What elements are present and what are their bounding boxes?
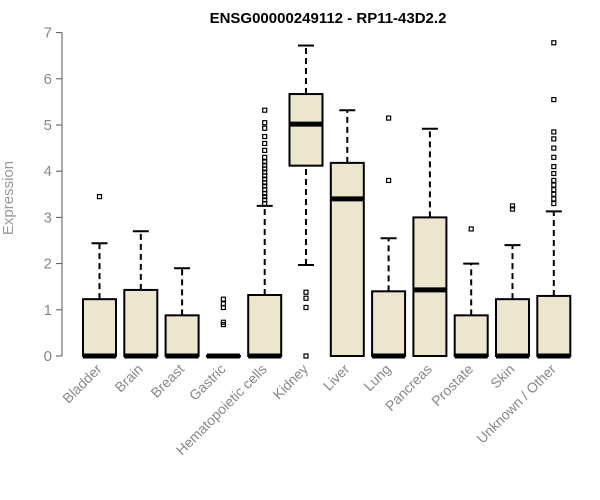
outlier-point [96, 194, 103, 200]
outlier-point [303, 304, 309, 311]
outlier-point [551, 163, 557, 170]
category-label: Lung [360, 361, 393, 394]
outlier-point [551, 154, 557, 160]
outlier-point [262, 147, 268, 154]
boxes [82, 40, 572, 359]
outlier-point [262, 107, 268, 113]
y-tick-label: 7 [44, 25, 52, 42]
y-tick-label: 2 [44, 256, 52, 273]
outlier-point [509, 206, 516, 212]
outlier-point [220, 319, 226, 325]
outlier-point [509, 203, 516, 209]
box-body [495, 298, 530, 358]
box-3 [164, 267, 200, 359]
outlier-point [262, 162, 268, 168]
outlier-point [262, 176, 268, 182]
box-8 [371, 115, 407, 359]
box-body [123, 288, 159, 357]
category-label: Prostate [428, 361, 476, 409]
outlier-point [262, 140, 268, 147]
category-label: Skin [487, 361, 518, 392]
box-body [164, 314, 200, 357]
y-tick-label: 5 [44, 117, 52, 134]
outlier-point [262, 183, 268, 189]
box-9 [412, 127, 448, 357]
box-6 [288, 44, 324, 359]
outlier-point [303, 289, 309, 295]
outlier-point [551, 182, 557, 188]
outlier-point [220, 301, 226, 307]
box-body [453, 314, 489, 357]
outlier-point [262, 169, 268, 175]
outlier-point [468, 226, 474, 232]
box-body [247, 294, 283, 357]
box-7 [329, 109, 365, 357]
outlier-point [303, 295, 309, 301]
box-body [412, 216, 448, 357]
y-tick-label: 1 [44, 302, 52, 319]
outlier-point [551, 191, 557, 197]
outlier-point [386, 177, 392, 184]
y-axis-label: Expression [0, 161, 17, 235]
outlier-point [262, 159, 268, 165]
outlier-point [262, 133, 268, 140]
outlier-point [262, 125, 268, 131]
outlier-point [262, 120, 268, 126]
outlier-point [262, 154, 268, 160]
y-tick-label: 4 [44, 163, 52, 180]
y-tick-label: 0 [44, 348, 52, 365]
box-body [329, 161, 365, 357]
chart-title: ENSG00000249112 - RP11-43D2.2 [210, 10, 447, 27]
outlier-point [551, 129, 557, 135]
outlier-point [262, 197, 268, 203]
outlier-point [551, 196, 557, 202]
y-axis: 0 1 2 3 4 5 6 7 [44, 25, 63, 365]
category-label: Kidney [270, 361, 312, 403]
outlier-point [551, 136, 557, 142]
outlier-point [551, 40, 557, 46]
category-label: Liver [320, 361, 353, 394]
outlier-point [551, 177, 557, 184]
category-label: Brain [111, 361, 145, 395]
outlier-point [551, 200, 557, 207]
outlier-point [386, 115, 392, 121]
outlier-point [551, 170, 557, 177]
outlier-point [551, 145, 557, 151]
box-body [536, 294, 572, 358]
box-5 [247, 107, 283, 359]
box-2 [123, 230, 159, 359]
outlier-point [551, 96, 557, 103]
box-11 [495, 203, 530, 359]
outlier-point [262, 194, 268, 200]
y-tick-label: 3 [44, 209, 52, 226]
box-1 [82, 194, 117, 359]
box-4 [205, 296, 241, 359]
box-12 [536, 40, 572, 359]
category-label: Bladder [59, 361, 105, 407]
outlier-point [220, 296, 226, 302]
box-10 [453, 226, 489, 359]
outlier-point [303, 353, 309, 359]
category-label: Breast [147, 361, 187, 401]
box-body [288, 93, 324, 167]
box-body [82, 298, 117, 358]
y-tick-label: 6 [44, 71, 52, 88]
outlier-point [551, 187, 557, 193]
box-body [371, 290, 407, 358]
